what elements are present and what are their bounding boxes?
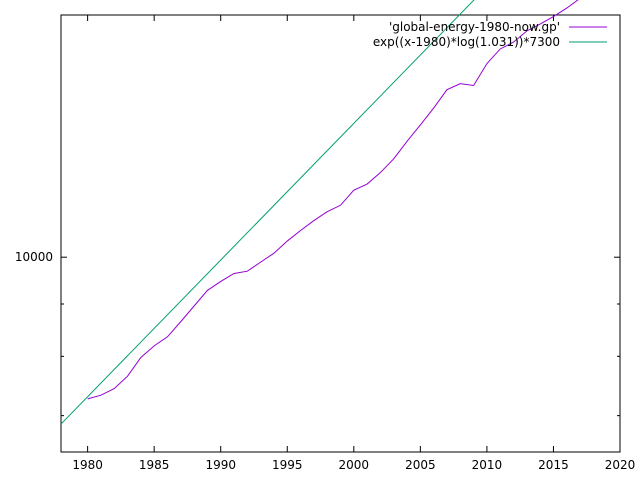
series-lines xyxy=(60,0,579,425)
y-tick-labels: 10000 xyxy=(15,250,53,264)
x-tick-label: 2000 xyxy=(339,458,370,472)
x-tick-labels: 1980 1985 1990 1995 2000 2005 2010 2015 2020 xyxy=(72,458,635,472)
x-tick-label: 2010 xyxy=(472,458,503,472)
x-tick-label: 1990 xyxy=(205,458,236,472)
plot-frame xyxy=(60,14,621,453)
x-tick-label: 1995 xyxy=(272,458,303,472)
series-line-global-energy xyxy=(87,0,579,400)
legend-label: 'global-energy-1980-now.gp' xyxy=(389,20,560,34)
x-tick-label: 2005 xyxy=(405,458,436,472)
legend: 'global-energy-1980-now.gp'exp((x-1980)*… xyxy=(373,20,607,49)
x-tick-label: 2015 xyxy=(538,458,569,472)
legend-label: exp((x-1980)*log(1.031))*7300 xyxy=(373,35,560,49)
y-tick-label: 10000 xyxy=(15,250,53,264)
x-tick-label: 2020 xyxy=(605,458,636,472)
axis-ticks xyxy=(61,15,621,452)
x-tick-label: 1980 xyxy=(72,458,103,472)
series-line-exponential-fit xyxy=(60,0,475,425)
x-tick-label: 1985 xyxy=(139,458,170,472)
